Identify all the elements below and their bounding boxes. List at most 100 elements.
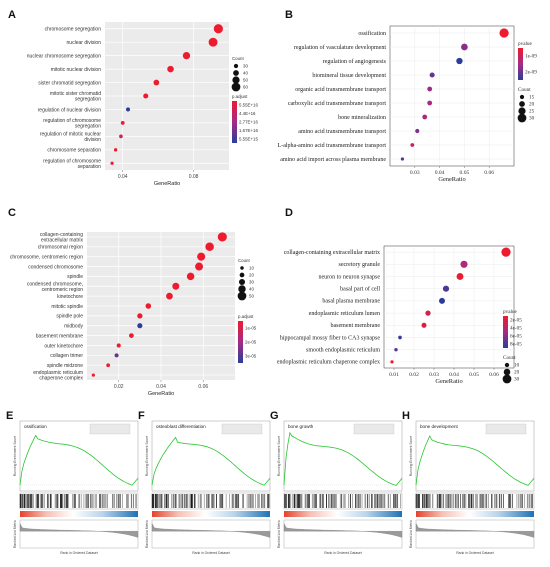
color-legend-label: 4.4E+16 [239,111,256,116]
data-point [460,260,468,268]
category-label: L-alpha-amino acid transmembrane transpo… [278,143,387,149]
color-legend-label: 2e-05 [245,340,257,345]
category-label: basal plasma membrane [322,299,380,305]
category-label: biomineral tissue development [312,73,386,79]
size-legend-label: 50 [243,78,248,83]
size-legend-dot [231,82,241,92]
category-label: mitotic sister chromatid segregation [50,91,101,102]
data-point [167,65,174,73]
rank-metric-area [151,519,271,549]
gsea-title: bone growth [288,424,314,429]
category-label: amino acid transmembrane transport [298,129,386,135]
gsea-title: ossification [24,424,47,429]
category-label: nuclear division [67,40,102,46]
plot-area [389,25,515,167]
es-y-label: Running Enrichment Score [277,436,281,477]
color-legend-label: 2.77E+16 [239,120,258,125]
rank-metric-curve [19,522,139,538]
category-label: carboxylic acid transmembrane transport [288,101,386,107]
es-curve [19,434,139,486]
x-tick-label: 0.04 [118,174,128,180]
x-tick-label: 0.03 [429,372,439,378]
x-tick-label: 0.08 [189,174,199,180]
color-legend-title: p.adjust [238,314,254,319]
x-tick-label: 0.01 [389,372,399,378]
x-tick-label: 0.06 [198,384,208,390]
data-point [398,335,402,340]
data-point [137,313,143,319]
category-label: condensed chromosome [28,264,83,270]
x-axis-label: GeneRatio [148,391,174,397]
panel-letter: F [138,410,145,422]
data-point [461,43,468,51]
x-axis-label: GeneRatio [438,176,465,183]
x-tick-label: 0.02 [409,372,419,378]
category-label: secretory granule [339,262,381,268]
dotplot-d: D 0.01 0.02 0.03 0.04 0.05 0.06 collagen-contai… [277,207,522,385]
panel-letter: G [270,410,279,422]
data-point [208,37,218,47]
data-point [153,79,160,86]
x-tick-label: 0.04 [449,372,459,378]
size-legend-dot [504,362,510,368]
category-label: regulation of chromosome separation [43,158,101,169]
es-y-label: Running Enrichment Score [13,436,17,477]
panel-letter: H [402,410,410,422]
size-legend-label: 50 [249,294,254,299]
category-label: mitotic nuclear division [51,67,102,73]
data-point [425,310,431,316]
size-legend-dot [232,76,240,84]
category-label: collagen trimer [50,353,83,359]
size-legend-dot [238,278,246,286]
data-point [456,57,463,65]
rank-x-label: Rank in Ordered Dataset [192,551,230,555]
rank-x-label: Rank in Ordered Dataset [60,551,98,555]
category-label: endoplasmic reticulum chaperone complex [277,360,380,366]
data-point [501,247,511,257]
color-legend-label: 2e-05 [510,318,522,324]
category-label: midbody [64,324,83,330]
color-legend-bar [503,316,508,348]
gsea-title: bone development [420,424,459,429]
stats-box [485,423,527,435]
category-label: basement membrane [36,333,83,339]
x-tick-label: 0.05 [460,170,470,176]
size-legend-dot [233,63,239,69]
rank-color-bar [152,511,270,517]
panel-letter: D [285,207,293,219]
es-curve [151,436,271,486]
legend: Count 30 40 50 60 p.adjust 5.55E+16 4.4E+16 2.77… [231,56,258,143]
rank-y-label: Ranked List Metric [277,520,281,548]
color-legend-label: 1e-09 [525,54,537,60]
category-label: spindle midzone [47,363,83,369]
x-axis-label: GeneRatio [154,181,180,187]
size-legend-label: 40 [243,71,248,76]
panel-letter: E [6,410,13,422]
data-point [456,273,464,280]
color-legend-label: 5.55E+15 [239,136,258,141]
data-point [197,252,206,261]
data-point [172,282,180,290]
data-point [137,323,143,329]
rank-color-bar [416,511,534,517]
color-legend-label: 1e-05 [245,326,257,331]
es-y-label: Running Enrichment Score [409,436,413,477]
data-point [125,107,131,112]
rank-metric-curve [283,522,403,538]
data-point [499,28,509,38]
data-point [213,24,223,34]
size-legend-label: 40 [249,287,254,292]
size-legend-dot [503,368,511,376]
rank-color-bar [284,511,402,517]
rank-metric-area [283,519,403,549]
data-point [429,72,435,78]
size-legend-title: Count [232,56,244,61]
size-legend-dot [519,94,525,100]
data-point [421,322,427,328]
category-label: neuron to neuron synapse [319,274,381,280]
category-label: regulation of angiogenesis [323,58,387,65]
